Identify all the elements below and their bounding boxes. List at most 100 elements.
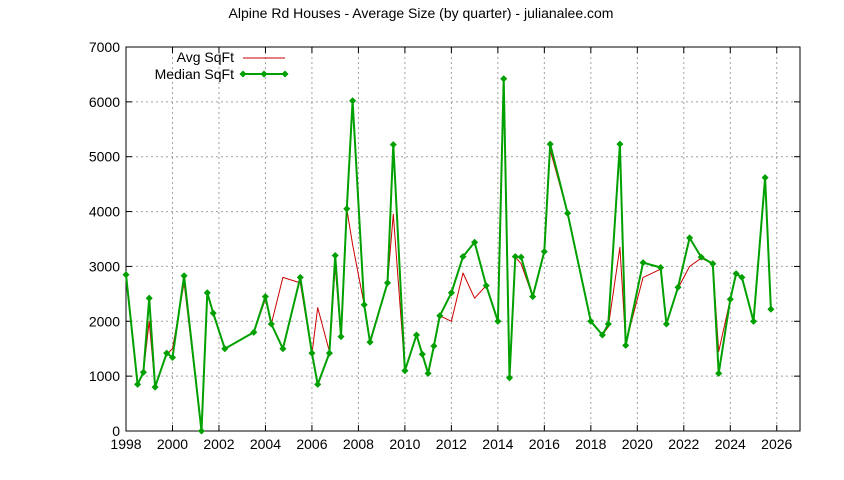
x-tick-label: 2000	[157, 436, 188, 452]
median-point	[163, 349, 171, 357]
median-point	[604, 320, 612, 328]
median-point	[540, 248, 548, 256]
median-point	[598, 331, 606, 339]
x-tick-label: 1998	[110, 436, 141, 452]
median-point	[168, 353, 177, 362]
median-point	[331, 251, 339, 260]
median-point	[459, 253, 467, 261]
x-tick-label: 2020	[622, 436, 653, 452]
median-point	[430, 342, 438, 350]
x-tick-label: 2016	[529, 436, 560, 452]
median-point	[203, 289, 211, 297]
median-point	[494, 317, 502, 325]
median-point	[564, 209, 572, 217]
median-point	[511, 253, 519, 261]
median-point	[209, 309, 217, 317]
median-point	[314, 380, 322, 388]
chart-title: Alpine Rd Houses - Average Size (by quar…	[229, 5, 614, 21]
median-point	[145, 294, 153, 302]
median-point	[261, 293, 269, 301]
x-tick-label: 2004	[250, 436, 281, 452]
median-point	[343, 205, 351, 213]
x-tick-label: 2014	[482, 436, 513, 452]
x-tick-label: 2006	[296, 436, 327, 452]
median-point	[134, 380, 142, 388]
median-point	[471, 238, 479, 246]
median-point	[279, 345, 287, 353]
y-tick-label: 4000	[89, 204, 120, 220]
median-point	[709, 260, 717, 268]
legend-marker-median	[239, 70, 247, 78]
median-point	[412, 331, 421, 339]
median-point	[366, 338, 374, 346]
x-tick-label: 2024	[715, 436, 746, 452]
median-point	[482, 282, 490, 290]
plot-frame	[125, 46, 801, 432]
y-tick-label: 2000	[89, 313, 120, 329]
series-line-avg	[125, 79, 772, 432]
median-point	[732, 270, 740, 278]
median-point	[726, 295, 734, 303]
x-tick-label: 2012	[436, 436, 467, 452]
median-point	[308, 349, 316, 357]
x-tick-label: 2008	[343, 436, 374, 452]
median-point	[587, 317, 595, 325]
median-point	[715, 369, 723, 377]
legend-label-median: Median SqFt	[155, 66, 234, 82]
median-point	[546, 140, 554, 148]
median-point	[657, 263, 665, 272]
x-tick-label: 2026	[761, 436, 792, 452]
median-point	[418, 350, 426, 358]
median-point	[529, 293, 537, 301]
median-point	[697, 253, 705, 261]
y-tick-label: 6000	[89, 94, 120, 110]
x-tick-label: 2022	[668, 436, 699, 452]
median-point	[517, 253, 525, 261]
legend: Avg SqFt Median SqFt	[155, 49, 289, 82]
median-point	[197, 427, 206, 435]
legend-label-avg: Avg SqFt	[177, 49, 234, 65]
y-tick-label: 5000	[89, 149, 120, 165]
median-point	[401, 367, 409, 375]
median-point	[616, 140, 624, 148]
median-point	[221, 345, 229, 353]
series-layer	[122, 75, 775, 435]
y-tick-label: 0	[112, 423, 120, 439]
median-point	[447, 289, 455, 297]
median-point	[622, 341, 630, 349]
legend-marker-median	[260, 70, 268, 78]
median-point	[296, 273, 304, 281]
y-tick-label: 3000	[89, 258, 120, 274]
grid	[126, 47, 800, 431]
median-point	[639, 259, 647, 267]
series-line-median	[125, 77, 772, 432]
median-point	[436, 312, 444, 320]
median-point	[389, 141, 397, 149]
median-point	[500, 75, 508, 83]
median-point	[738, 273, 746, 281]
median-point	[360, 301, 368, 309]
median-point	[662, 320, 670, 328]
median-point	[349, 97, 357, 105]
x-tick-label: 2002	[203, 436, 234, 452]
median-point	[761, 174, 769, 182]
median-point	[505, 374, 514, 382]
y-tick-label: 1000	[89, 368, 120, 384]
median-point	[151, 383, 159, 391]
x-tick-label: 2010	[389, 436, 420, 452]
median-point	[767, 305, 775, 313]
legend-marker-median	[281, 70, 289, 78]
median-point	[267, 320, 275, 328]
median-point	[180, 272, 188, 280]
median-point	[337, 333, 345, 341]
axis-ticks: 0 1000 2000 3000 4000 5000 6000 7000 1998 2000 200…	[89, 39, 800, 452]
y-tick-label: 7000	[89, 39, 120, 55]
median-point	[250, 328, 258, 336]
median-point	[686, 234, 694, 242]
median-point	[383, 279, 392, 287]
median-point	[424, 369, 432, 377]
median-point	[325, 349, 333, 357]
median-point	[749, 317, 758, 325]
median-point	[122, 271, 130, 279]
